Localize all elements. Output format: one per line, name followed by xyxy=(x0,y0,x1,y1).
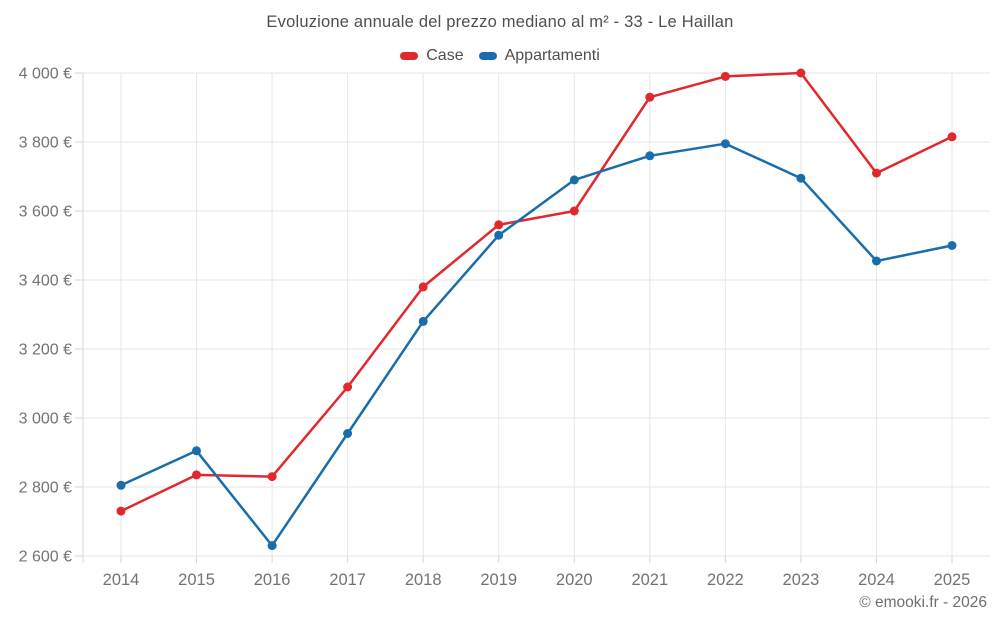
case-point[interactable] xyxy=(267,472,277,482)
case-point[interactable] xyxy=(569,206,579,216)
legend-label-case: Case xyxy=(426,47,464,64)
appartamenti-point[interactable] xyxy=(192,446,201,456)
legend-label-appartamenti: Appartamenti xyxy=(504,47,600,64)
x-axis-label: 2021 xyxy=(631,571,668,589)
legend-item-appartamenti[interactable]: Appartamenti xyxy=(478,47,600,65)
appartamenti-point[interactable] xyxy=(569,175,579,185)
y-axis-label: 2 800 € xyxy=(19,480,72,497)
case-point[interactable] xyxy=(796,68,806,78)
x-axis-label: 2014 xyxy=(103,571,140,589)
appartamenti-point[interactable] xyxy=(720,139,730,149)
appartamenti-point[interactable] xyxy=(418,316,428,326)
appartamenti-point[interactable] xyxy=(116,480,126,490)
case-point[interactable] xyxy=(947,132,957,142)
copyright-footer: © emooki.fr - 2026 xyxy=(859,594,987,611)
case-point[interactable] xyxy=(418,282,428,292)
appartamenti-point[interactable] xyxy=(494,230,504,240)
x-axis-label: 2024 xyxy=(858,571,895,589)
case-point[interactable] xyxy=(192,470,201,480)
x-axis-label: 2023 xyxy=(783,571,820,589)
x-axis-label: 2019 xyxy=(480,571,517,589)
y-axis-label: 2 600 € xyxy=(19,549,72,566)
y-axis-label: 4 000 € xyxy=(19,66,72,83)
y-axis-label: 3 200 € xyxy=(19,342,72,359)
appartamenti-point[interactable] xyxy=(796,173,806,183)
x-axis-label: 2015 xyxy=(178,571,215,589)
case-point[interactable] xyxy=(720,71,730,81)
x-axis-label: 2022 xyxy=(707,571,744,589)
chart-legend: Case Appartamenti xyxy=(0,47,1000,65)
appartamenti-point[interactable] xyxy=(947,241,957,250)
case-swatch-icon xyxy=(400,52,419,60)
x-axis-label: 2018 xyxy=(405,571,442,589)
y-axis-label: 3 800 € xyxy=(19,135,72,152)
y-axis-label: 3 600 € xyxy=(19,204,72,221)
legend-item-case[interactable]: Case xyxy=(400,47,464,65)
appartamenti-point[interactable] xyxy=(872,256,881,266)
appartamenti-swatch-icon xyxy=(478,52,497,60)
appartamenti-point[interactable] xyxy=(343,429,353,438)
appartamenti-point[interactable] xyxy=(267,541,277,551)
x-axis-label: 2016 xyxy=(254,571,291,589)
case-point[interactable] xyxy=(645,92,655,102)
appartamenti-point[interactable] xyxy=(645,151,655,161)
appartamenti-line xyxy=(119,142,954,547)
chart-title: Evoluzione annuale del prezzo mediano al… xyxy=(266,13,734,31)
case-point[interactable] xyxy=(343,382,353,392)
case-point[interactable] xyxy=(494,220,504,230)
x-axis-label: 2020 xyxy=(556,571,593,589)
case-line xyxy=(119,71,954,513)
y-axis-label: 3 000 € xyxy=(19,411,72,428)
case-point[interactable] xyxy=(116,506,126,516)
y-axis-label: 3 400 € xyxy=(19,273,72,290)
x-axis-label: 2017 xyxy=(329,571,366,589)
case-point[interactable] xyxy=(872,168,881,178)
x-axis-label: 2025 xyxy=(934,571,971,589)
